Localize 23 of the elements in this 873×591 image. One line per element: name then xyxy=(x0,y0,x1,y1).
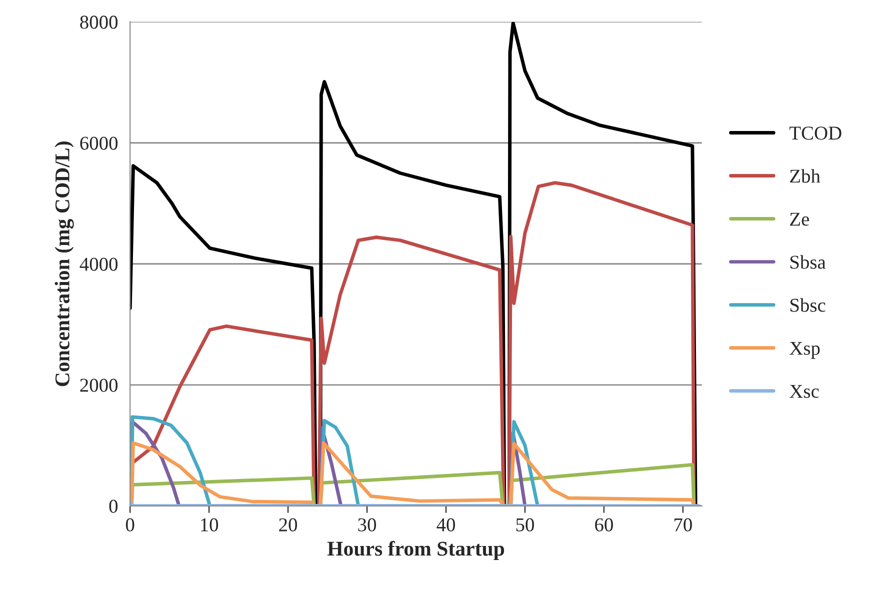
x-tick-label: 0 xyxy=(126,518,134,532)
legend-label: Sbsa xyxy=(790,255,826,269)
x-tick-label: 50 xyxy=(516,518,534,532)
x-axis-title: Hours from Startup xyxy=(327,540,504,560)
legend-label: Zbh xyxy=(790,169,820,183)
y-tick-label: 8000 xyxy=(80,16,118,29)
x-tick-label: 10 xyxy=(201,518,218,532)
x-tick-label: 40 xyxy=(436,518,455,532)
legend-label: TCOD xyxy=(790,126,842,140)
line-series xyxy=(130,441,696,506)
x-tick-label: 70 xyxy=(674,518,692,532)
x-tick-label: 20 xyxy=(279,518,298,532)
y-axis-title: Concentration (mg COD/L) xyxy=(54,142,74,386)
x-tick-label: 60 xyxy=(595,518,613,532)
y-tick-label: 0 xyxy=(109,500,118,513)
y-tick-label: 2000 xyxy=(80,378,118,392)
legend-label: Xsp xyxy=(790,342,820,359)
legend-label: Ze xyxy=(790,212,809,226)
y-tick-label: 6000 xyxy=(80,136,118,150)
legend-label: Xsc xyxy=(790,384,819,398)
legend-label: Sbsc xyxy=(790,298,826,312)
y-tick-label: 4000 xyxy=(80,258,118,271)
x-tick-label: 30 xyxy=(358,518,376,532)
